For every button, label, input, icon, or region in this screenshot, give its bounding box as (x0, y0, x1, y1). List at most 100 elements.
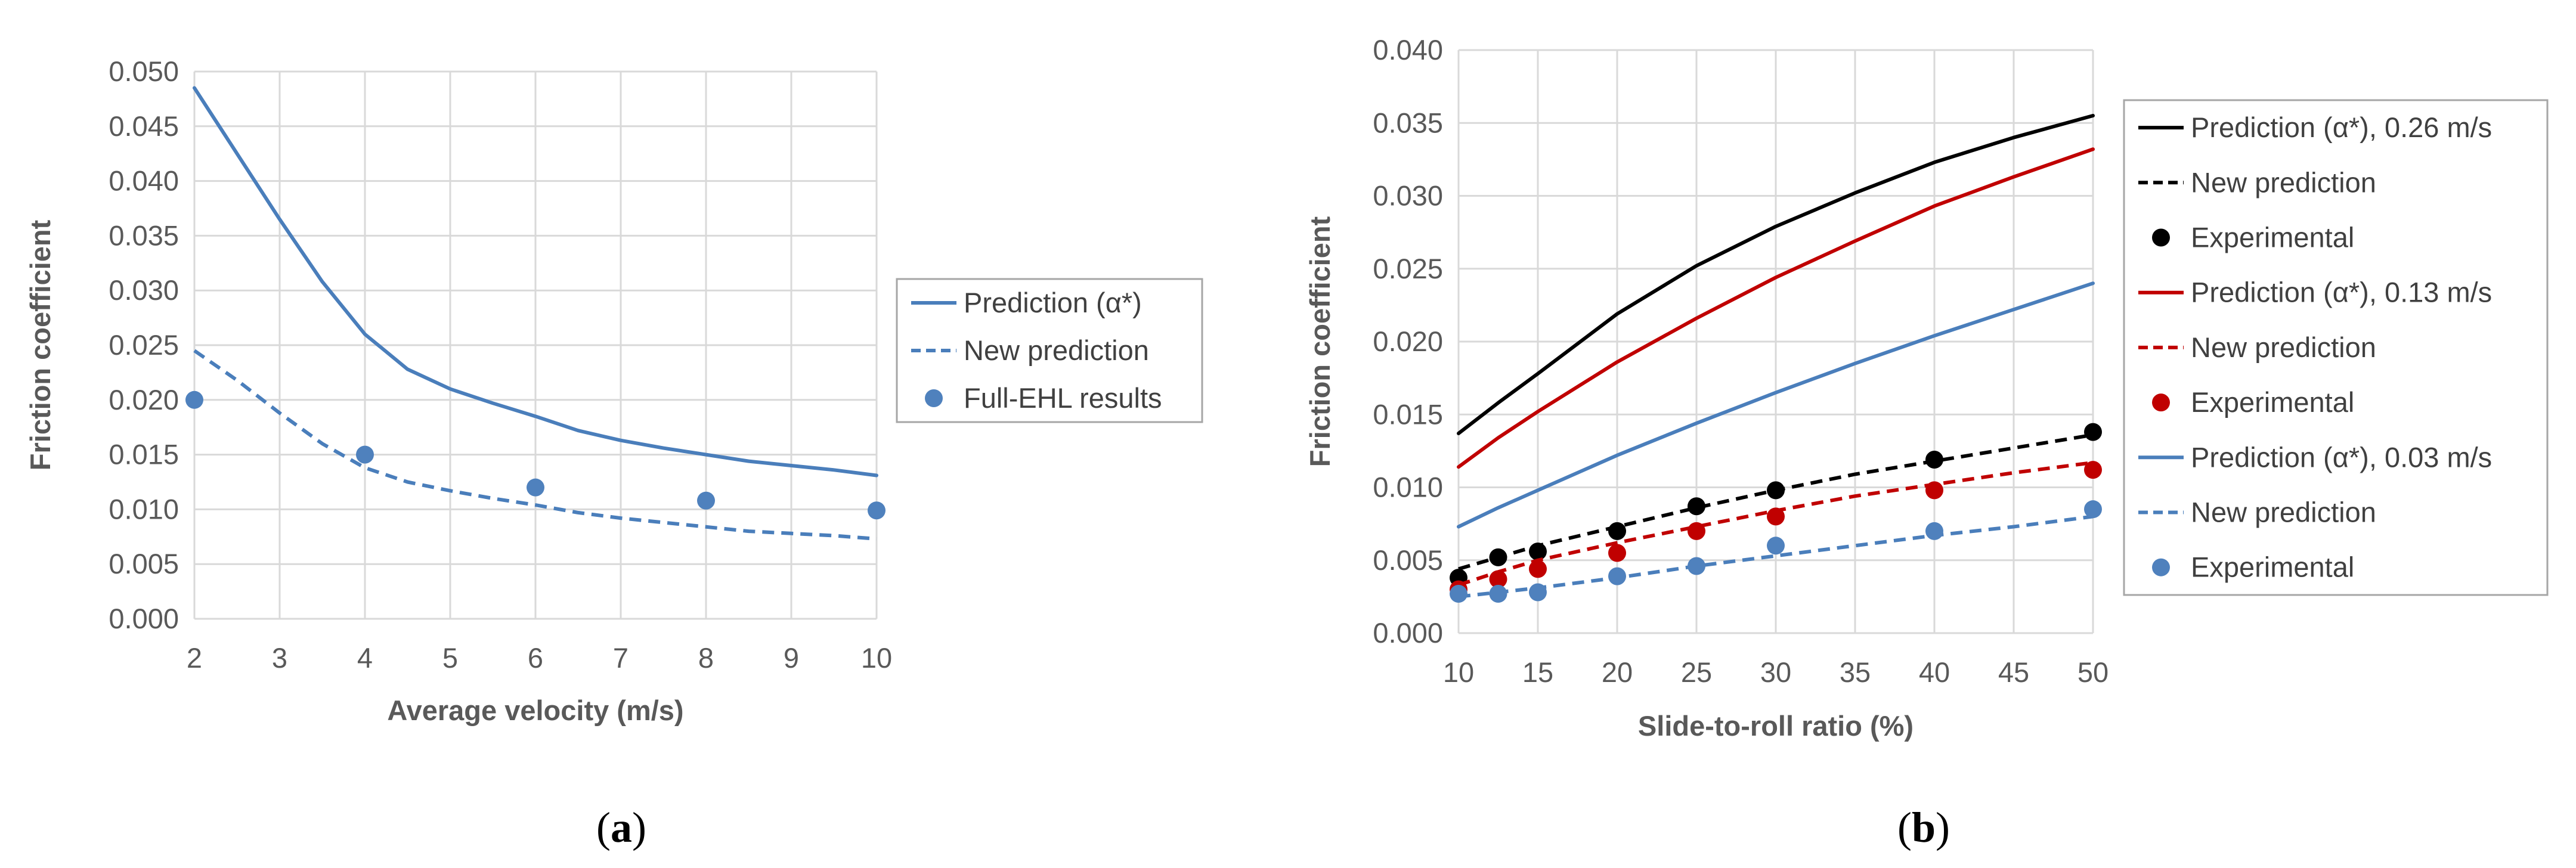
y-tick-label: 0.040 (109, 165, 179, 197)
y-tick-label: 0.005 (1373, 544, 1443, 576)
series-1 (1457, 114, 2095, 436)
data-point (1767, 481, 1785, 500)
x-tick-label: 35 (1840, 656, 1871, 688)
legend: Prediction (α*) New prediction Full-EHL re… (896, 278, 1203, 423)
x-tick-label: 8 (698, 642, 714, 674)
y-tick-label: 0.015 (1373, 398, 1443, 430)
panel-caption: (a) (596, 804, 646, 851)
data-point (1688, 557, 1705, 575)
y-tick-label: 0.030 (1373, 180, 1443, 212)
series-9 (1450, 500, 2102, 603)
y-axis-label: Friction coefficient (24, 219, 56, 470)
x-tick-label: 10 (861, 642, 892, 674)
y-tick-label: 0.015 (109, 439, 179, 470)
data-point (1688, 522, 1705, 540)
data-point (1925, 522, 1943, 540)
series-1 (193, 86, 878, 478)
x-axis-label: Slide-to-roll ratio (%) (1638, 710, 1914, 742)
data-point (1450, 584, 1467, 603)
gridlines (193, 70, 878, 620)
legend-swatch-marker (2152, 558, 2170, 576)
data-point (697, 491, 715, 510)
legend-label: Full-EHL results (964, 382, 1162, 414)
legend-box (2123, 99, 2549, 596)
legend-label: Prediction (α*) (964, 287, 1142, 318)
data-point (527, 478, 544, 497)
y-tick-label: 0.020 (1373, 326, 1443, 357)
data-point (356, 445, 374, 464)
x-tick-label: 10 (1443, 656, 1474, 688)
panel-caption: (b) (1897, 804, 1950, 851)
data-point (1767, 507, 1785, 526)
y-tick-label: 0.025 (1373, 253, 1443, 284)
dashed-series-line (1458, 460, 2094, 587)
y-tick-label: 0.025 (109, 329, 179, 361)
x-tick-label: 5 (442, 642, 458, 674)
y-tick-label: 0.030 (109, 274, 179, 306)
data-point (1489, 570, 1507, 588)
legend-label: Prediction (α*), 0.13 m/s (2191, 277, 2492, 308)
legend-label: Experimental (2191, 222, 2354, 253)
data-point (1925, 481, 1943, 500)
legend-label: New prediction (2191, 331, 2376, 363)
caption-letter: b (1912, 804, 1936, 851)
data-point (1489, 584, 1507, 603)
y-tick-label: 0.050 (109, 55, 179, 87)
dashed-series-line (1458, 514, 2094, 599)
x-tick-label: 20 (1602, 656, 1633, 688)
y-tick-label: 0.010 (1373, 472, 1443, 503)
x-tick-label: 30 (1760, 656, 1791, 688)
x-tick-label: 25 (1681, 656, 1712, 688)
legend-swatch-marker (2152, 228, 2170, 247)
y-tick-label: 0.000 (1373, 617, 1443, 649)
x-tick-label: 3 (272, 642, 287, 674)
y-axis-label: Friction coefficient (1304, 216, 1336, 467)
caption-open: ( (1897, 804, 1912, 851)
y-tick-label: 0.000 (109, 603, 179, 634)
series-8 (1458, 514, 2094, 599)
data-point (1608, 522, 1626, 540)
data-point (1489, 548, 1507, 566)
x-axis-label: Average velocity (m/s) (387, 695, 683, 726)
y-tick-label: 0.020 (109, 384, 179, 416)
solid-series-line (193, 86, 878, 478)
data-point (1767, 537, 1785, 555)
y-tick-label: 0.045 (109, 110, 179, 142)
chart-panel-a: 0.000 0.005 0.010 0.015 0.020 0.025 0.030 0.035… (24, 55, 1203, 851)
data-point (2084, 461, 2102, 479)
data-point (2084, 423, 2102, 441)
caption-open: ( (596, 804, 611, 851)
series-6 (1450, 461, 2102, 599)
data-point (1529, 560, 1547, 578)
series-2 (193, 349, 877, 541)
x-tick-label: 9 (784, 642, 799, 674)
x-tick-label: 2 (187, 642, 202, 674)
caption-close: ) (1936, 804, 1950, 851)
data-point (1529, 542, 1547, 561)
legend: Prediction (α*), 0.26 m/s New prediction E… (2123, 99, 2549, 596)
y-tick-label: 0.040 (1373, 34, 1443, 66)
data-point (1688, 497, 1705, 516)
y-tick-label: 0.035 (1373, 107, 1443, 138)
x-tick-label: 4 (357, 642, 373, 674)
dashed-series-line (193, 349, 877, 541)
legend-swatch-marker (2152, 393, 2170, 412)
data-point (868, 501, 886, 520)
legend-label: Prediction (α*), 0.03 m/s (2191, 441, 2492, 473)
solid-series-line (1457, 147, 2095, 469)
legend-swatch-marker (925, 389, 943, 407)
series-7 (1457, 281, 2095, 529)
x-tick-label: 15 (1522, 656, 1553, 688)
x-tick-label: 6 (528, 642, 543, 674)
data-point (185, 390, 203, 409)
solid-series-line (1457, 114, 2095, 436)
series-4 (1457, 147, 2095, 469)
solid-series-line (1457, 281, 2095, 529)
x-tick-label: 50 (2077, 656, 2109, 688)
legend-label: New prediction (2191, 497, 2376, 528)
data-point (1925, 451, 1943, 469)
legend-label: Experimental (2191, 551, 2354, 583)
legend-label: New prediction (2191, 166, 2376, 198)
gridlines (1457, 49, 2094, 634)
